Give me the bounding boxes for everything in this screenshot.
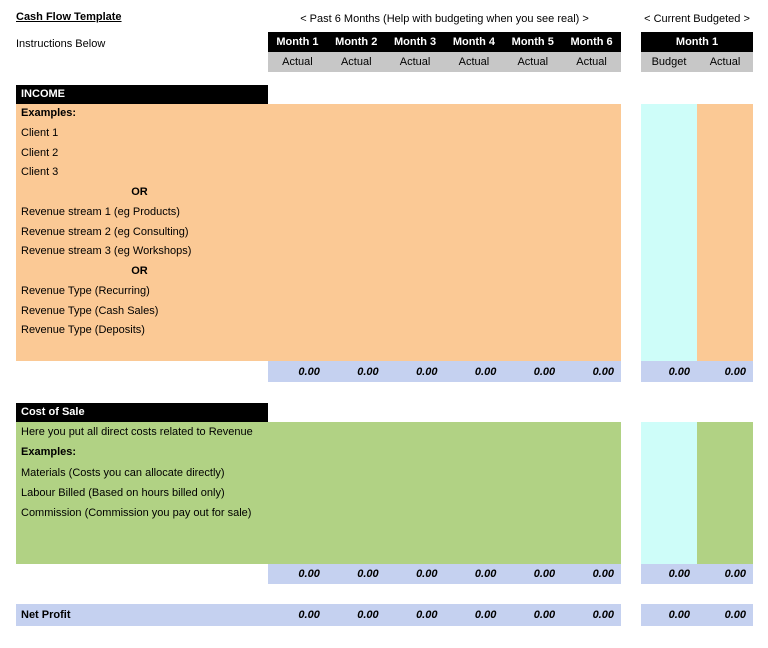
income-row: Examples:	[21, 107, 77, 119]
total-value-cell: 0.00	[668, 365, 690, 378]
total-value-cell: 0.00	[592, 365, 614, 378]
total-value-cell: 0.00	[357, 365, 379, 378]
net-profit-row: Net Profit 0.00 0.00 0.00 0.00 0.00 0.00	[16, 604, 621, 626]
cost-of-sale-row	[16, 523, 621, 543]
net-profit-current-totals-row: 0.00 0.00	[641, 604, 753, 626]
subheader-cell: Actual	[517, 56, 549, 68]
income-rows-area: Examples: Client 1 Client 2 Client 3 OR Reven…	[16, 104, 621, 361]
cost-of-sale-current-totals-row: 0.00 0.00	[641, 564, 753, 584]
total-value-cell: 0.00	[592, 568, 614, 580]
actual-subheader-row: Actual Actual Actual Actual Actual Actual	[268, 52, 621, 72]
month-header-cell: Month 4	[452, 36, 495, 48]
month-header-row: Month 1 Month 2 Month 3 Month 4 Month 5 Month…	[268, 32, 621, 52]
income-row: Revenue Type (Deposits)	[21, 324, 145, 337]
income-current-actual-column	[697, 104, 753, 361]
cost-of-sale-current-actual-column	[697, 422, 753, 564]
income-section-header: INCOME	[16, 85, 268, 104]
total-value-cell: 0.00	[298, 365, 320, 378]
income-row: Client 3	[21, 166, 59, 179]
cost-of-sale-row: Commission (Commission you pay out for s…	[21, 507, 252, 520]
cost-of-sale-section-header: Cost of Sale	[16, 403, 268, 422]
net-profit-label: Net Profit	[21, 609, 71, 621]
total-value-cell: 0.00	[357, 609, 379, 621]
cost-of-sale-row: Here you put all direct costs related to…	[21, 426, 253, 438]
net-profit-values: 0.00 0.00 0.00 0.00 0.00 0.00	[268, 604, 621, 626]
cost-of-sale-totals-row: 0.00 0.00 0.00 0.00 0.00 0.00	[268, 564, 621, 584]
income-row: Revenue stream 1 (eg Products)	[21, 205, 180, 218]
total-value-cell: 0.00	[533, 568, 556, 580]
cost-of-sale-row: Labour Billed (Based on hours billed onl…	[21, 486, 225, 499]
past-months-caption: < Past 6 Months (Help with budgeting whe…	[300, 13, 589, 25]
income-totals-row: 0.00 0.00 0.00 0.00 0.00 0.00	[268, 361, 621, 382]
month-header-cell: Month 3	[393, 36, 437, 48]
subheader-cell: Budget	[651, 56, 687, 68]
subheader-cell: Actual	[340, 56, 372, 68]
subheader-cell: Actual	[576, 56, 607, 68]
total-value-cell: 0.00	[357, 568, 379, 580]
income-row: Revenue stream 2 (eg Consulting)	[21, 225, 189, 238]
total-value-cell: 0.00	[592, 609, 614, 621]
budget-actual-subheader-row: Budget Actual	[641, 52, 753, 72]
cost-of-sale-budget-column	[641, 422, 697, 564]
cost-of-sale-row	[16, 544, 621, 564]
total-value-cell: 0.00	[668, 609, 690, 621]
income-current-totals-row: 0.00 0.00	[641, 361, 753, 382]
month-header-cell: Month 2	[335, 36, 378, 48]
cost-of-sale-rows-area: Here you put all direct costs related to…	[16, 422, 621, 564]
income-budget-column	[641, 104, 697, 361]
current-month-header: Month 1	[641, 32, 753, 52]
month-header-cell: Month 6	[570, 36, 613, 48]
cost-of-sale-row: Examples:	[21, 446, 77, 459]
income-row: Revenue Type (Recurring)	[21, 284, 150, 297]
total-value-cell: 0.00	[533, 609, 556, 621]
income-row	[16, 341, 621, 361]
total-value-cell: 0.00	[474, 609, 497, 621]
cost-of-sale-row: Materials (Costs you can allocate direct…	[21, 466, 225, 479]
month-header-cell: Month 1	[276, 36, 319, 48]
total-value-cell: 0.00	[474, 365, 497, 378]
subheader-cell: Actual	[458, 56, 490, 68]
total-value-cell: 0.00	[416, 365, 438, 378]
total-value-cell: 0.00	[724, 365, 746, 378]
income-row: Revenue stream 3 (eg Workshops)	[21, 245, 192, 258]
total-value-cell: 0.00	[474, 568, 497, 580]
total-value-cell: 0.00	[668, 568, 690, 580]
current-budgeted-caption: < Current Budgeted >	[644, 13, 750, 25]
total-value-cell: 0.00	[533, 365, 556, 378]
month-header-cell: Month 5	[511, 36, 554, 48]
total-value-cell: 0.00	[416, 568, 438, 580]
income-row: OR	[131, 265, 148, 277]
income-row: Client 1	[21, 126, 59, 139]
instructions-note: Instructions Below	[16, 38, 106, 50]
total-value-cell: 0.00	[416, 609, 438, 621]
total-value-cell: 0.00	[298, 568, 320, 580]
total-value-cell: 0.00	[724, 609, 746, 621]
total-value-cell: 0.00	[298, 609, 320, 621]
income-row: Client 2	[21, 146, 59, 159]
subheader-cell: Actual	[282, 56, 313, 68]
income-row: OR	[131, 186, 148, 198]
document-title: Cash Flow Template	[16, 11, 122, 23]
subheader-cell: Actual	[399, 56, 431, 68]
total-value-cell: 0.00	[724, 568, 746, 580]
income-row: Revenue Type (Cash Sales)	[21, 304, 159, 317]
subheader-cell: Actual	[709, 56, 741, 68]
